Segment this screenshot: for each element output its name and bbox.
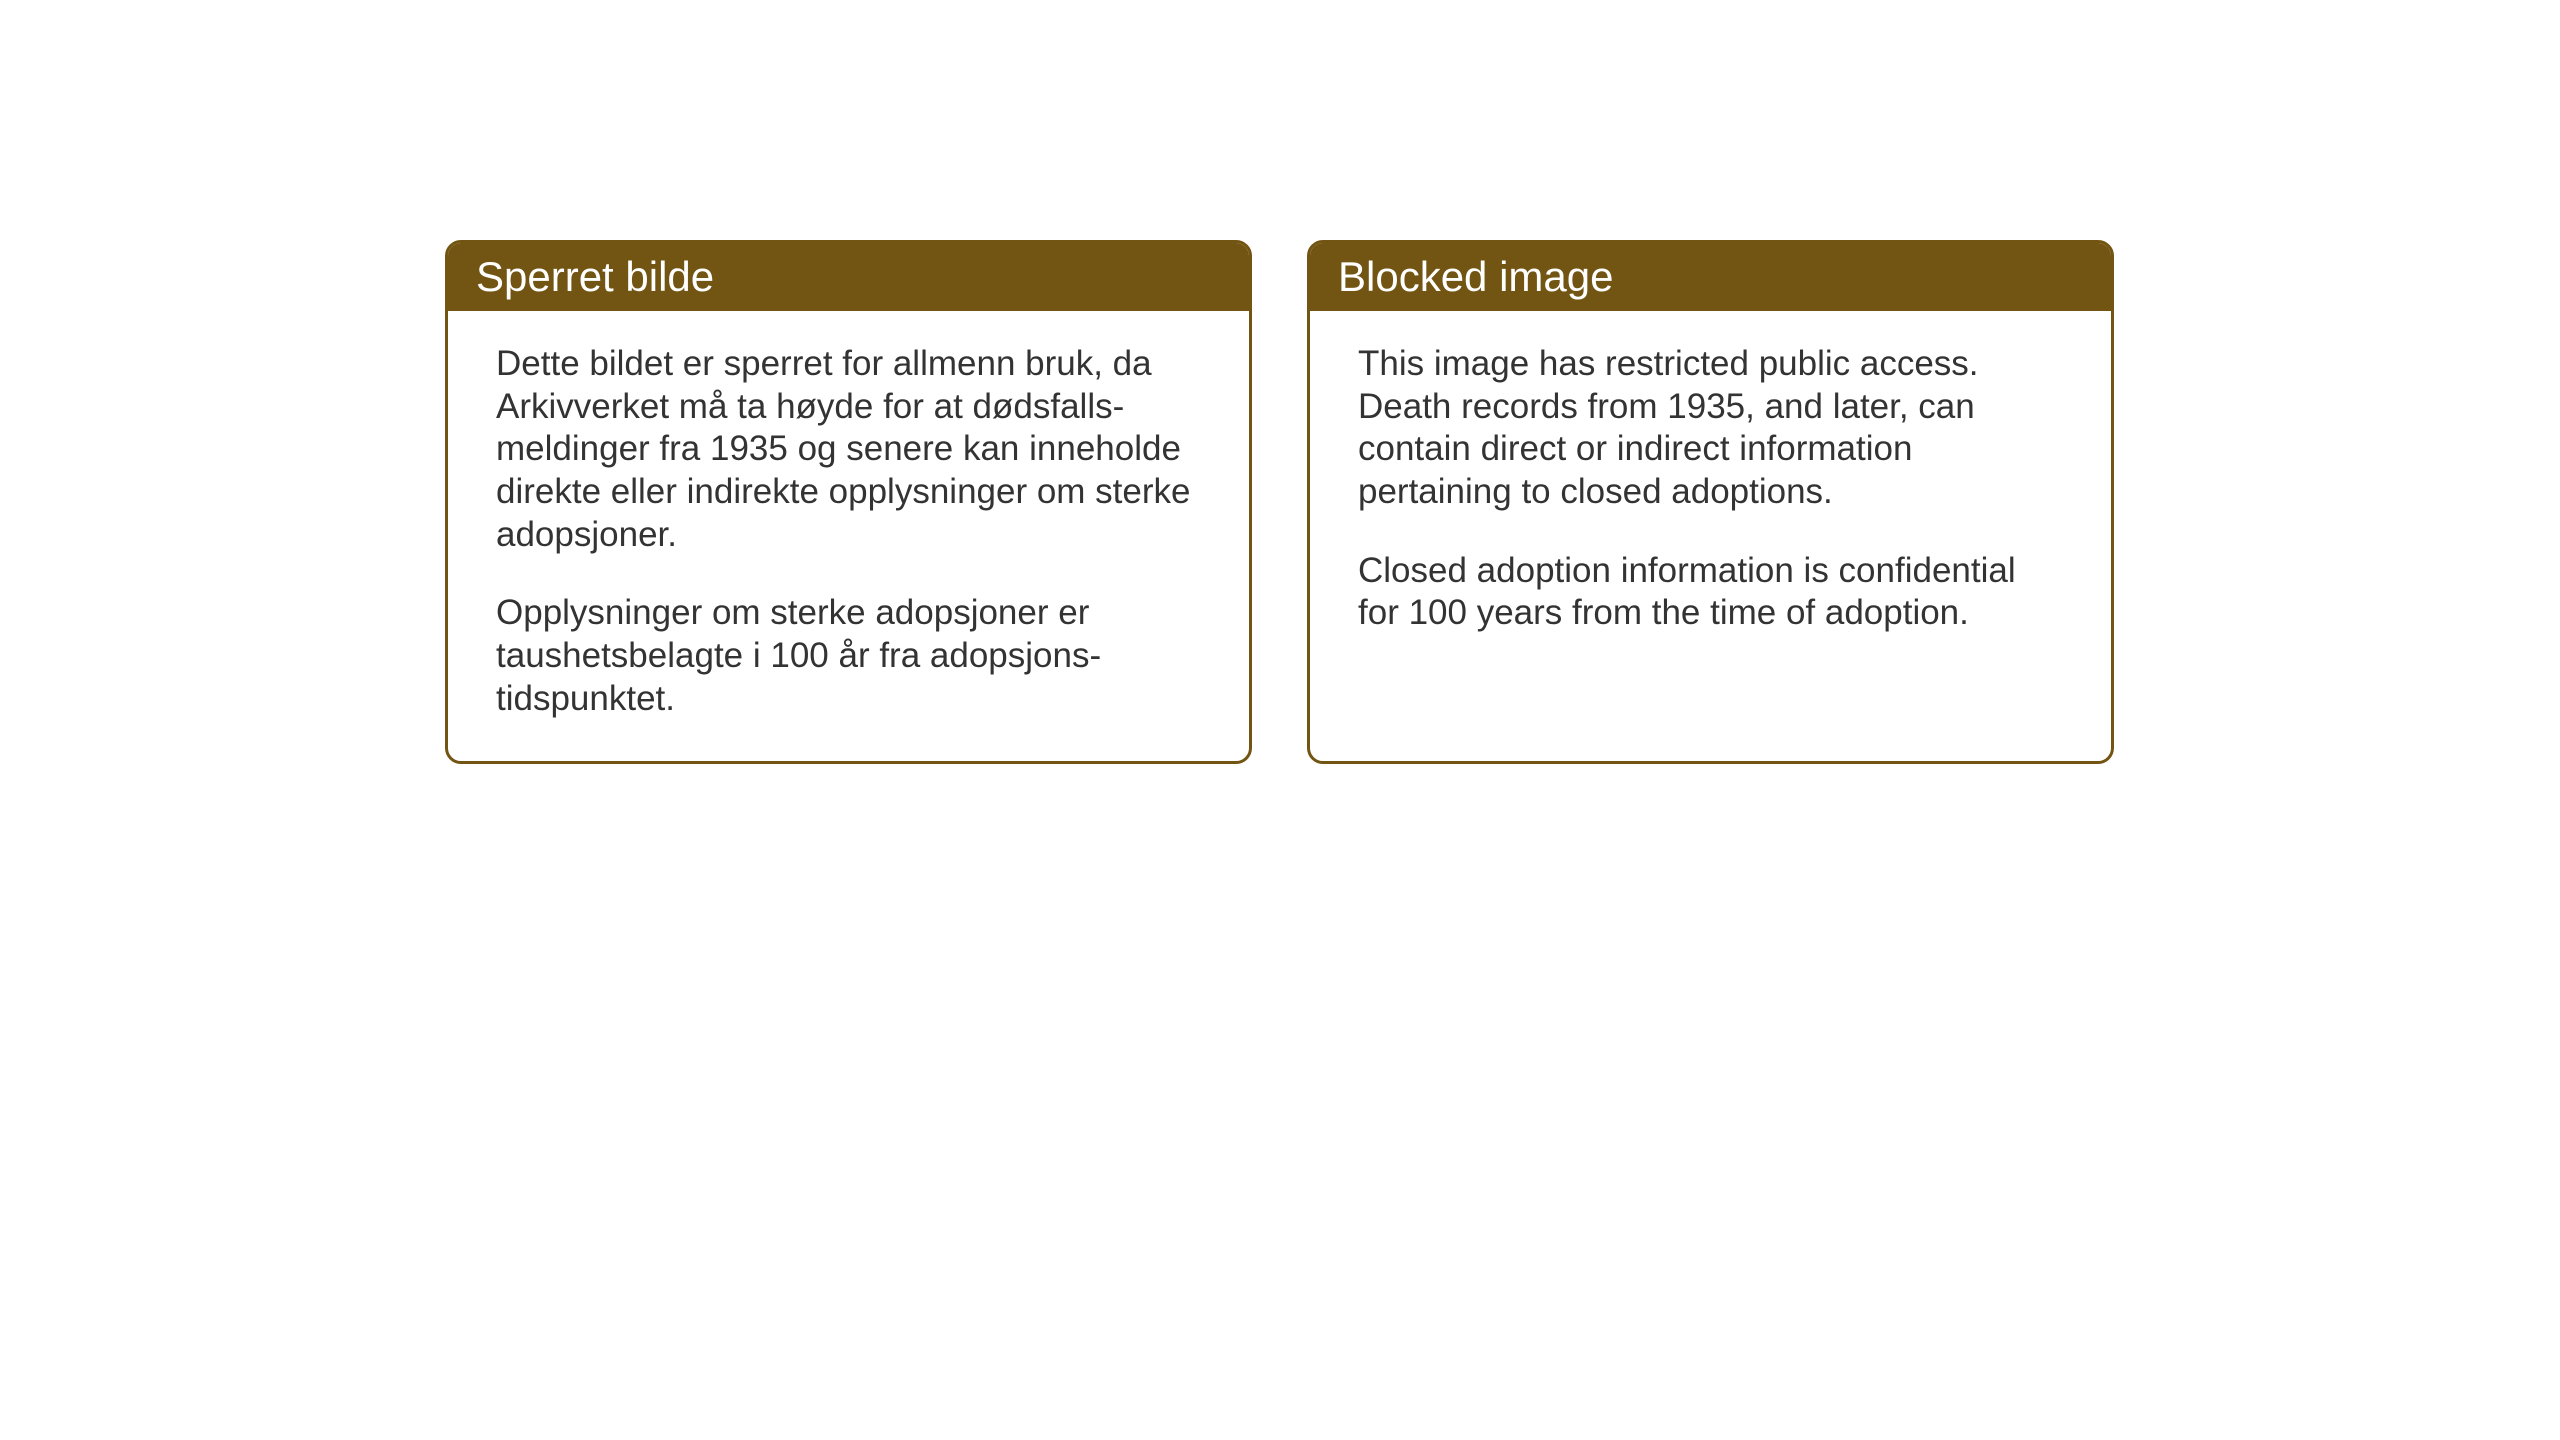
card-title: Sperret bilde: [476, 253, 714, 300]
card-body: This image has restricted public access.…: [1310, 311, 2111, 675]
card-paragraph: Closed adoption information is confident…: [1358, 550, 2063, 635]
card-paragraph: Opplysninger om sterke adopsjoner er tau…: [496, 592, 1201, 720]
card-title: Blocked image: [1338, 253, 1613, 300]
card-header: Blocked image: [1310, 243, 2111, 311]
notice-cards-container: Sperret bilde Dette bildet er sperret fo…: [445, 240, 2114, 764]
card-body: Dette bildet er sperret for allmenn bruk…: [448, 311, 1249, 761]
notice-card-english: Blocked image This image has restricted …: [1307, 240, 2114, 764]
card-paragraph: Dette bildet er sperret for allmenn bruk…: [496, 343, 1201, 556]
notice-card-norwegian: Sperret bilde Dette bildet er sperret fo…: [445, 240, 1252, 764]
card-header: Sperret bilde: [448, 243, 1249, 311]
card-paragraph: This image has restricted public access.…: [1358, 343, 2063, 514]
